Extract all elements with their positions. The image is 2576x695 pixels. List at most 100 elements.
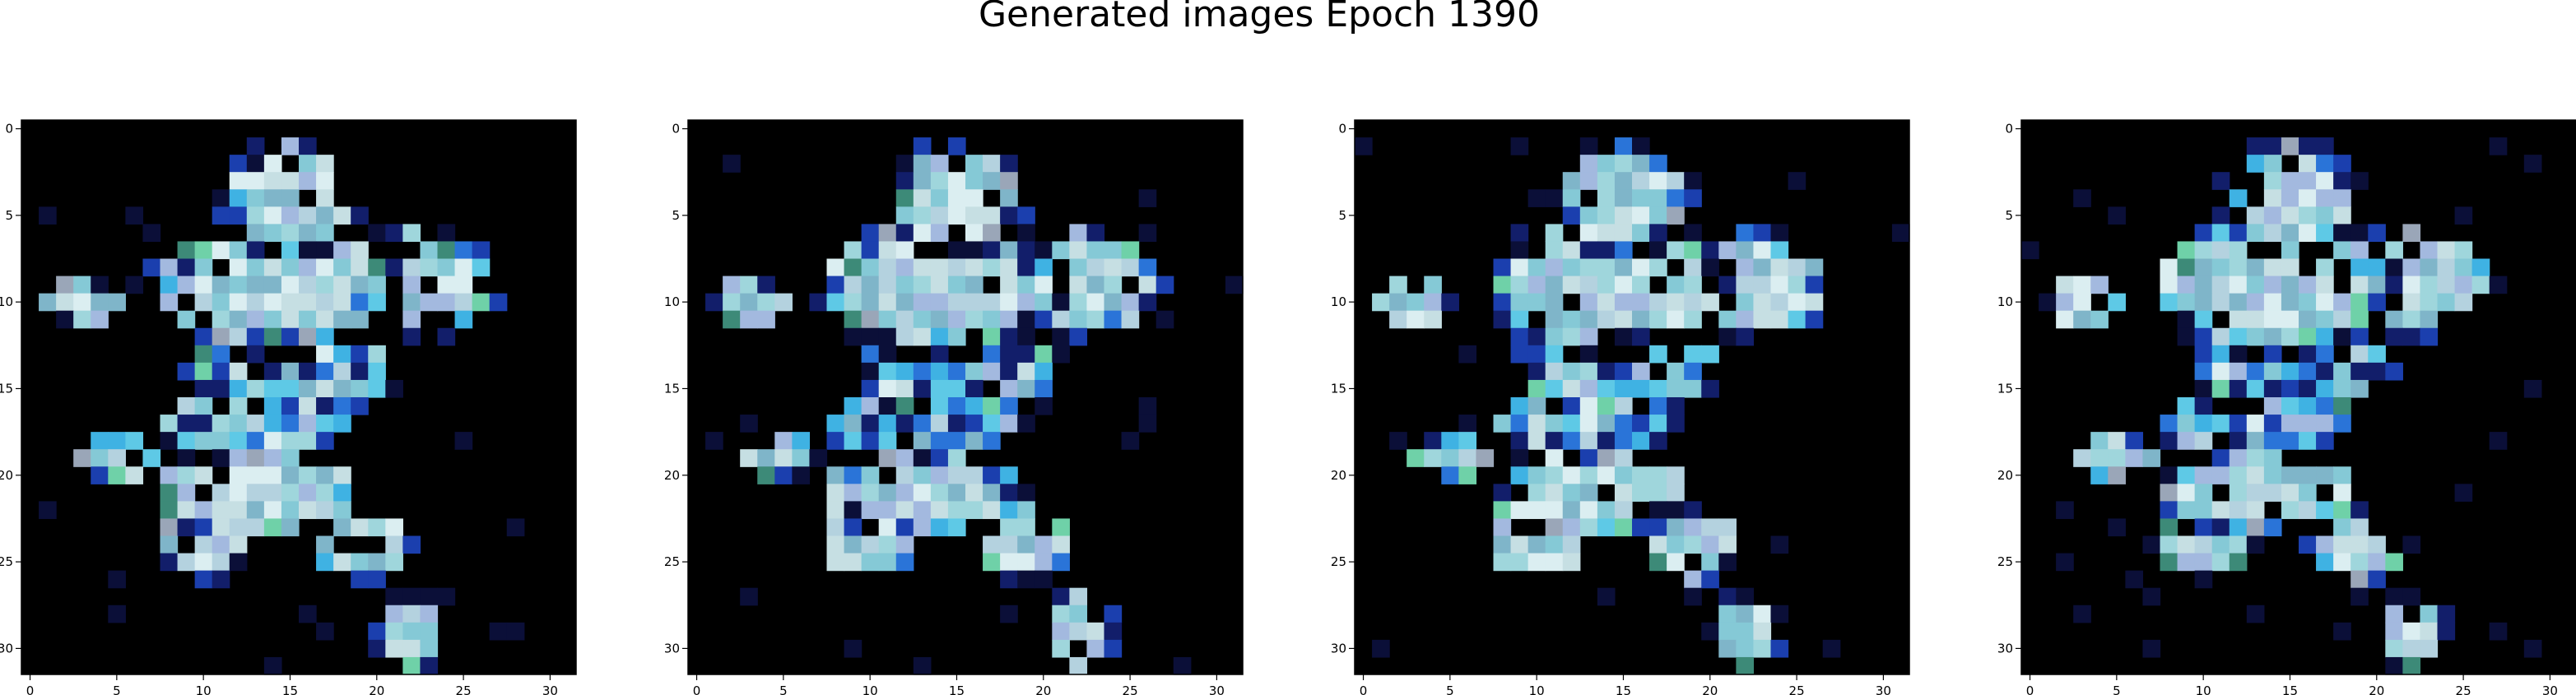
pixel (263, 310, 282, 329)
pixel (1458, 432, 1477, 450)
pixel (878, 432, 897, 450)
pixel (1667, 466, 1685, 484)
pixel (420, 258, 439, 277)
pixel (2177, 293, 2196, 312)
pixel (1632, 276, 1650, 294)
pixel (2263, 362, 2282, 381)
pixel (1545, 327, 1564, 346)
pixel (913, 449, 932, 467)
pixel (1736, 639, 1755, 658)
pixel (895, 518, 914, 537)
x-tick-label: 15 (1616, 683, 1631, 695)
pixel (2177, 432, 2196, 450)
pixel (2246, 206, 2265, 225)
pixel (1155, 276, 1174, 294)
pixel (1597, 293, 1616, 312)
pixel (2090, 276, 2109, 294)
pixel (2160, 415, 2178, 433)
pixel (1052, 518, 1070, 537)
pixel (878, 345, 897, 364)
pixel (861, 310, 880, 329)
pixel (1614, 258, 1633, 277)
pixel (1736, 656, 1755, 675)
pixel (2420, 639, 2439, 658)
pixel (351, 518, 369, 537)
pixel (983, 224, 1001, 243)
pixel (2177, 484, 2196, 502)
pixel (2142, 535, 2161, 554)
pixel (1104, 276, 1123, 294)
pixel (826, 293, 845, 312)
pixel (844, 276, 863, 294)
y-tick-label: 5 (5, 208, 13, 223)
pixel (1562, 258, 1581, 277)
pixel (420, 656, 439, 675)
pixel (757, 276, 775, 294)
pixel (878, 327, 897, 346)
pixel (2194, 224, 2213, 243)
subplot-grid: 0 5 10 15 20 25 30 0 5 10 15 20 25 30 0 5 10 15 20 25 30 0 5 10… (0, 119, 2576, 695)
pixel (246, 501, 265, 520)
pixel (1545, 415, 1564, 433)
pixel (895, 415, 914, 433)
pixel (705, 432, 723, 450)
pixel (965, 415, 983, 433)
pixel (844, 415, 863, 433)
pixel (1579, 449, 1598, 467)
pixel (2263, 206, 2282, 225)
pixel (333, 258, 351, 277)
pixel (2316, 137, 2334, 155)
pixel (1104, 639, 1123, 658)
pixel (194, 276, 213, 294)
pixel (2350, 276, 2369, 294)
pixel (263, 466, 282, 484)
pixel (194, 553, 213, 572)
pixel (281, 415, 300, 433)
pixel (792, 449, 811, 467)
pixel (2299, 189, 2317, 207)
axes-frame (21, 119, 577, 675)
pixel (983, 155, 1001, 173)
pixel (2316, 189, 2334, 207)
pixel (2368, 258, 2386, 277)
pixel (930, 379, 949, 398)
pixel (1510, 327, 1529, 346)
pixel (1407, 310, 1425, 329)
x-tick-label: 10 (196, 683, 212, 695)
pixel (299, 327, 317, 346)
figure-title: Generated images Epoch 1390 (979, 0, 1540, 35)
pixel (212, 484, 230, 502)
pixel (757, 310, 775, 329)
pixel (2211, 327, 2230, 346)
pixel (2333, 622, 2351, 641)
pixel (1000, 258, 1018, 277)
pixel (913, 172, 932, 190)
pixel (194, 241, 213, 260)
pixel (1069, 622, 1088, 641)
pixel (1000, 327, 1018, 346)
pixel (1649, 466, 1667, 484)
pixel (2194, 310, 2213, 329)
pixel (1684, 518, 1702, 537)
pixel (333, 345, 351, 364)
pixel (983, 258, 1001, 277)
pixel (194, 345, 213, 364)
pixel (757, 449, 775, 467)
pixel (895, 310, 914, 329)
pixel (1017, 345, 1035, 364)
pixel (263, 172, 282, 190)
pixel (263, 293, 282, 312)
pixel (506, 622, 525, 641)
pixel (1649, 258, 1667, 277)
pixel (930, 449, 949, 467)
pixel (1649, 206, 1667, 225)
pixel (333, 362, 351, 381)
pixel (177, 449, 196, 467)
pixel (108, 293, 126, 312)
pixel (1000, 172, 1018, 190)
pixel (705, 293, 723, 312)
pixel (947, 310, 966, 329)
pixel (2263, 310, 2282, 329)
pixel (861, 535, 880, 554)
image-panel-1: 0 5 10 15 20 25 30 0 5 10 15 20 25 30 (0, 119, 577, 695)
